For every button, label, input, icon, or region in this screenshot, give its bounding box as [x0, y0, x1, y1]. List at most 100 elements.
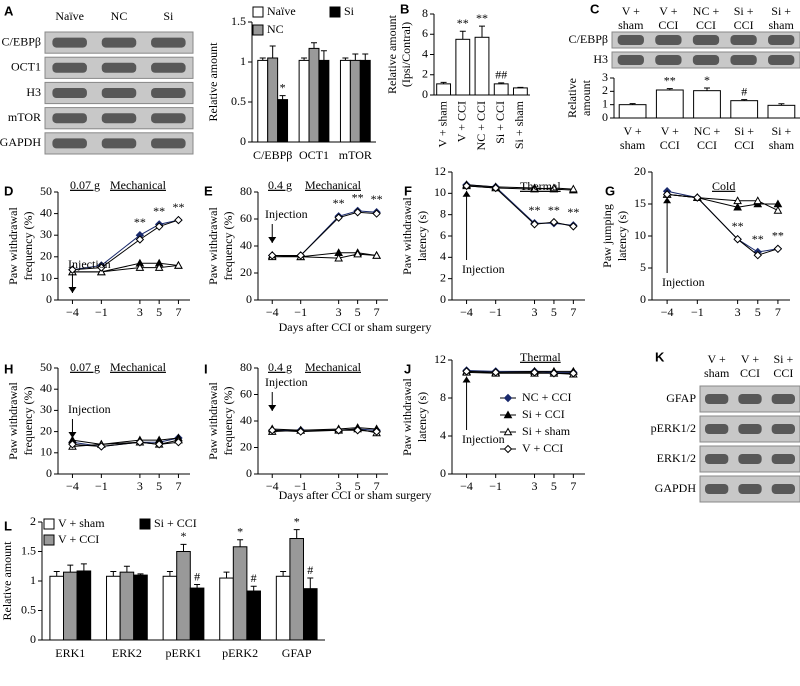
- row-label: GFAP: [666, 391, 696, 405]
- x-tick-label: 7: [175, 305, 181, 319]
- point: [569, 184, 578, 193]
- legend-marker: [503, 427, 513, 436]
- y-tick-label: 20: [240, 265, 252, 279]
- point: [334, 213, 343, 222]
- legend-label: Naïve: [267, 4, 296, 18]
- point: [174, 437, 183, 447]
- legend-swatch: [329, 6, 341, 18]
- legend-swatch: [139, 518, 151, 530]
- point: [753, 196, 763, 205]
- y-axis-label-line: Paw withdrawal: [400, 378, 414, 456]
- significance: **: [153, 204, 165, 218]
- bar: [730, 100, 759, 119]
- y-axis-label: Paw withdrawalfrequency (%): [206, 382, 235, 460]
- y-tick-label: 1.5: [21, 543, 36, 557]
- row-label: OCT1: [11, 60, 41, 74]
- y-tick-label: 4: [422, 46, 428, 60]
- panel-letter: G: [605, 183, 615, 198]
- x-tick-label-line: V +: [623, 124, 641, 138]
- x-tick-label: 5: [551, 305, 557, 319]
- error-bar: [137, 573, 144, 576]
- y-tick-label: 1: [30, 573, 36, 587]
- row-label: C/EBPβ: [569, 32, 608, 46]
- x-tick-label: OCT1: [299, 148, 329, 162]
- arrow-head: [68, 287, 77, 293]
- y-tick-label: 20: [40, 249, 52, 263]
- y-tick-label: 80: [240, 184, 252, 198]
- error-bar: [80, 563, 87, 571]
- point: [154, 440, 164, 449]
- lane-label: NC: [111, 9, 128, 23]
- injection-label: Injection: [265, 375, 308, 389]
- x-tick-label: 7: [175, 479, 181, 493]
- point: [462, 367, 471, 376]
- error-bar: [704, 87, 710, 91]
- point: [135, 263, 145, 271]
- lane-label-line: V +: [659, 4, 677, 18]
- legend-label: Si: [344, 4, 355, 18]
- blot-band: [151, 88, 186, 98]
- y-tick-label: 0.5: [231, 94, 246, 108]
- significance: **: [567, 205, 579, 219]
- error-bar: [53, 571, 60, 577]
- x-tick-label: Si + sham: [769, 124, 795, 152]
- point: [753, 250, 762, 260]
- y-axis-label: Relativeamount: [565, 78, 593, 118]
- series-line: [667, 193, 779, 211]
- test-type: Thermal: [520, 179, 561, 193]
- error-bar: [110, 571, 117, 577]
- lane-label-line: sham: [618, 18, 644, 32]
- row-label: pERK1/2: [651, 421, 696, 435]
- x-tick-label: −1: [294, 305, 307, 319]
- significance: **: [752, 232, 764, 246]
- x-tick-label: 3: [735, 305, 741, 319]
- y-tick-label: 0: [440, 292, 446, 306]
- y-axis-label-line: (Ipsi/Contral): [399, 22, 413, 87]
- blot-band: [655, 35, 682, 45]
- significance: *: [237, 524, 243, 538]
- legend-swatch: [252, 24, 264, 36]
- error-bar: [67, 564, 74, 573]
- condition: 0.4 g: [268, 178, 292, 192]
- point: [773, 244, 783, 254]
- y-tick-label: 60: [240, 386, 252, 400]
- y-axis-label: Relative amount: [0, 541, 14, 621]
- condition: 0.07 g: [70, 178, 100, 192]
- arrow-head: [68, 432, 77, 438]
- y-axis-label-line: Paw withdrawal: [206, 207, 220, 285]
- y-tick-label: 8: [422, 6, 428, 20]
- significance: **: [529, 203, 541, 217]
- error-bar: [259, 57, 266, 61]
- error-bar: [311, 42, 317, 49]
- y-tick-label: 6: [440, 228, 446, 242]
- bar: [76, 570, 92, 641]
- x-axis-label: Days after CCI or sham surgery: [279, 488, 432, 502]
- significance: *: [181, 529, 187, 543]
- lane-label-line: Si +: [773, 352, 793, 366]
- x-tick-label: 3: [137, 479, 143, 493]
- bar: [275, 575, 291, 641]
- y-tick-label: 10: [40, 445, 52, 459]
- injection-label: Injection: [265, 207, 308, 221]
- significance: **: [333, 196, 345, 210]
- lane-label: Naïve: [55, 9, 84, 23]
- point: [733, 234, 742, 244]
- lane-label-line: CCI: [696, 18, 716, 32]
- point: [773, 205, 783, 214]
- point: [334, 253, 344, 262]
- lane-label-line: Si +: [771, 4, 791, 18]
- y-tick-label: 40: [40, 381, 52, 395]
- x-tick-label: ERK2: [112, 646, 142, 660]
- y-tick-label: 0: [640, 292, 646, 306]
- bar: [63, 571, 78, 641]
- legend-label: Si + CCI: [522, 407, 565, 421]
- point: [372, 209, 381, 218]
- lane-label-line: V +: [708, 352, 726, 366]
- lane-label: Si + CCI: [734, 4, 754, 32]
- error-bar: [279, 95, 286, 100]
- y-tick-label: 1.5: [231, 14, 246, 28]
- bar: [219, 577, 234, 641]
- significance: **: [548, 203, 560, 217]
- point: [549, 183, 559, 192]
